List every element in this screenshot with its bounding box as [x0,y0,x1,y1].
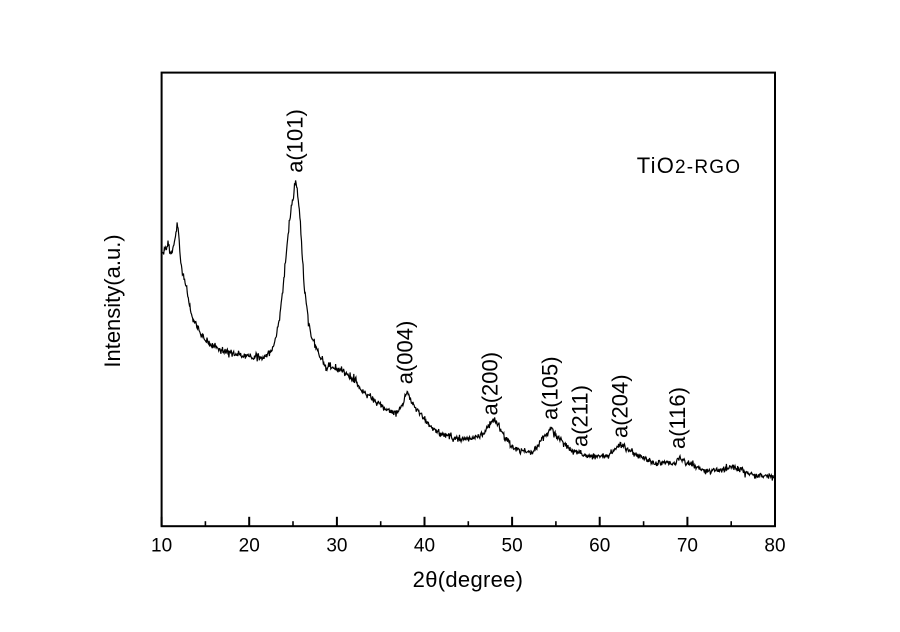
svg-text:80: 80 [764,536,785,557]
svg-text:50: 50 [502,536,523,557]
svg-text:a(004): a(004) [393,321,418,385]
svg-text:a(105): a(105) [538,356,563,420]
svg-text:10: 10 [151,536,172,557]
svg-text:70: 70 [677,536,698,557]
svg-text:a(101): a(101) [283,109,308,173]
svg-text:Intensity(a.u.): Intensity(a.u.) [100,234,125,367]
svg-text:a(116): a(116) [665,387,690,449]
svg-text:40: 40 [414,536,435,557]
svg-text:60: 60 [589,536,610,557]
svg-text:a(200): a(200) [478,352,503,416]
svg-text:2θ(degree): 2θ(degree) [413,567,524,592]
svg-text:a(211): a(211) [568,385,593,447]
svg-text:30: 30 [326,536,347,557]
svg-text:20: 20 [239,536,260,557]
svg-text:a(204): a(204) [608,374,633,438]
svg-text:TiO2-RGO: TiO2-RGO [637,153,741,178]
